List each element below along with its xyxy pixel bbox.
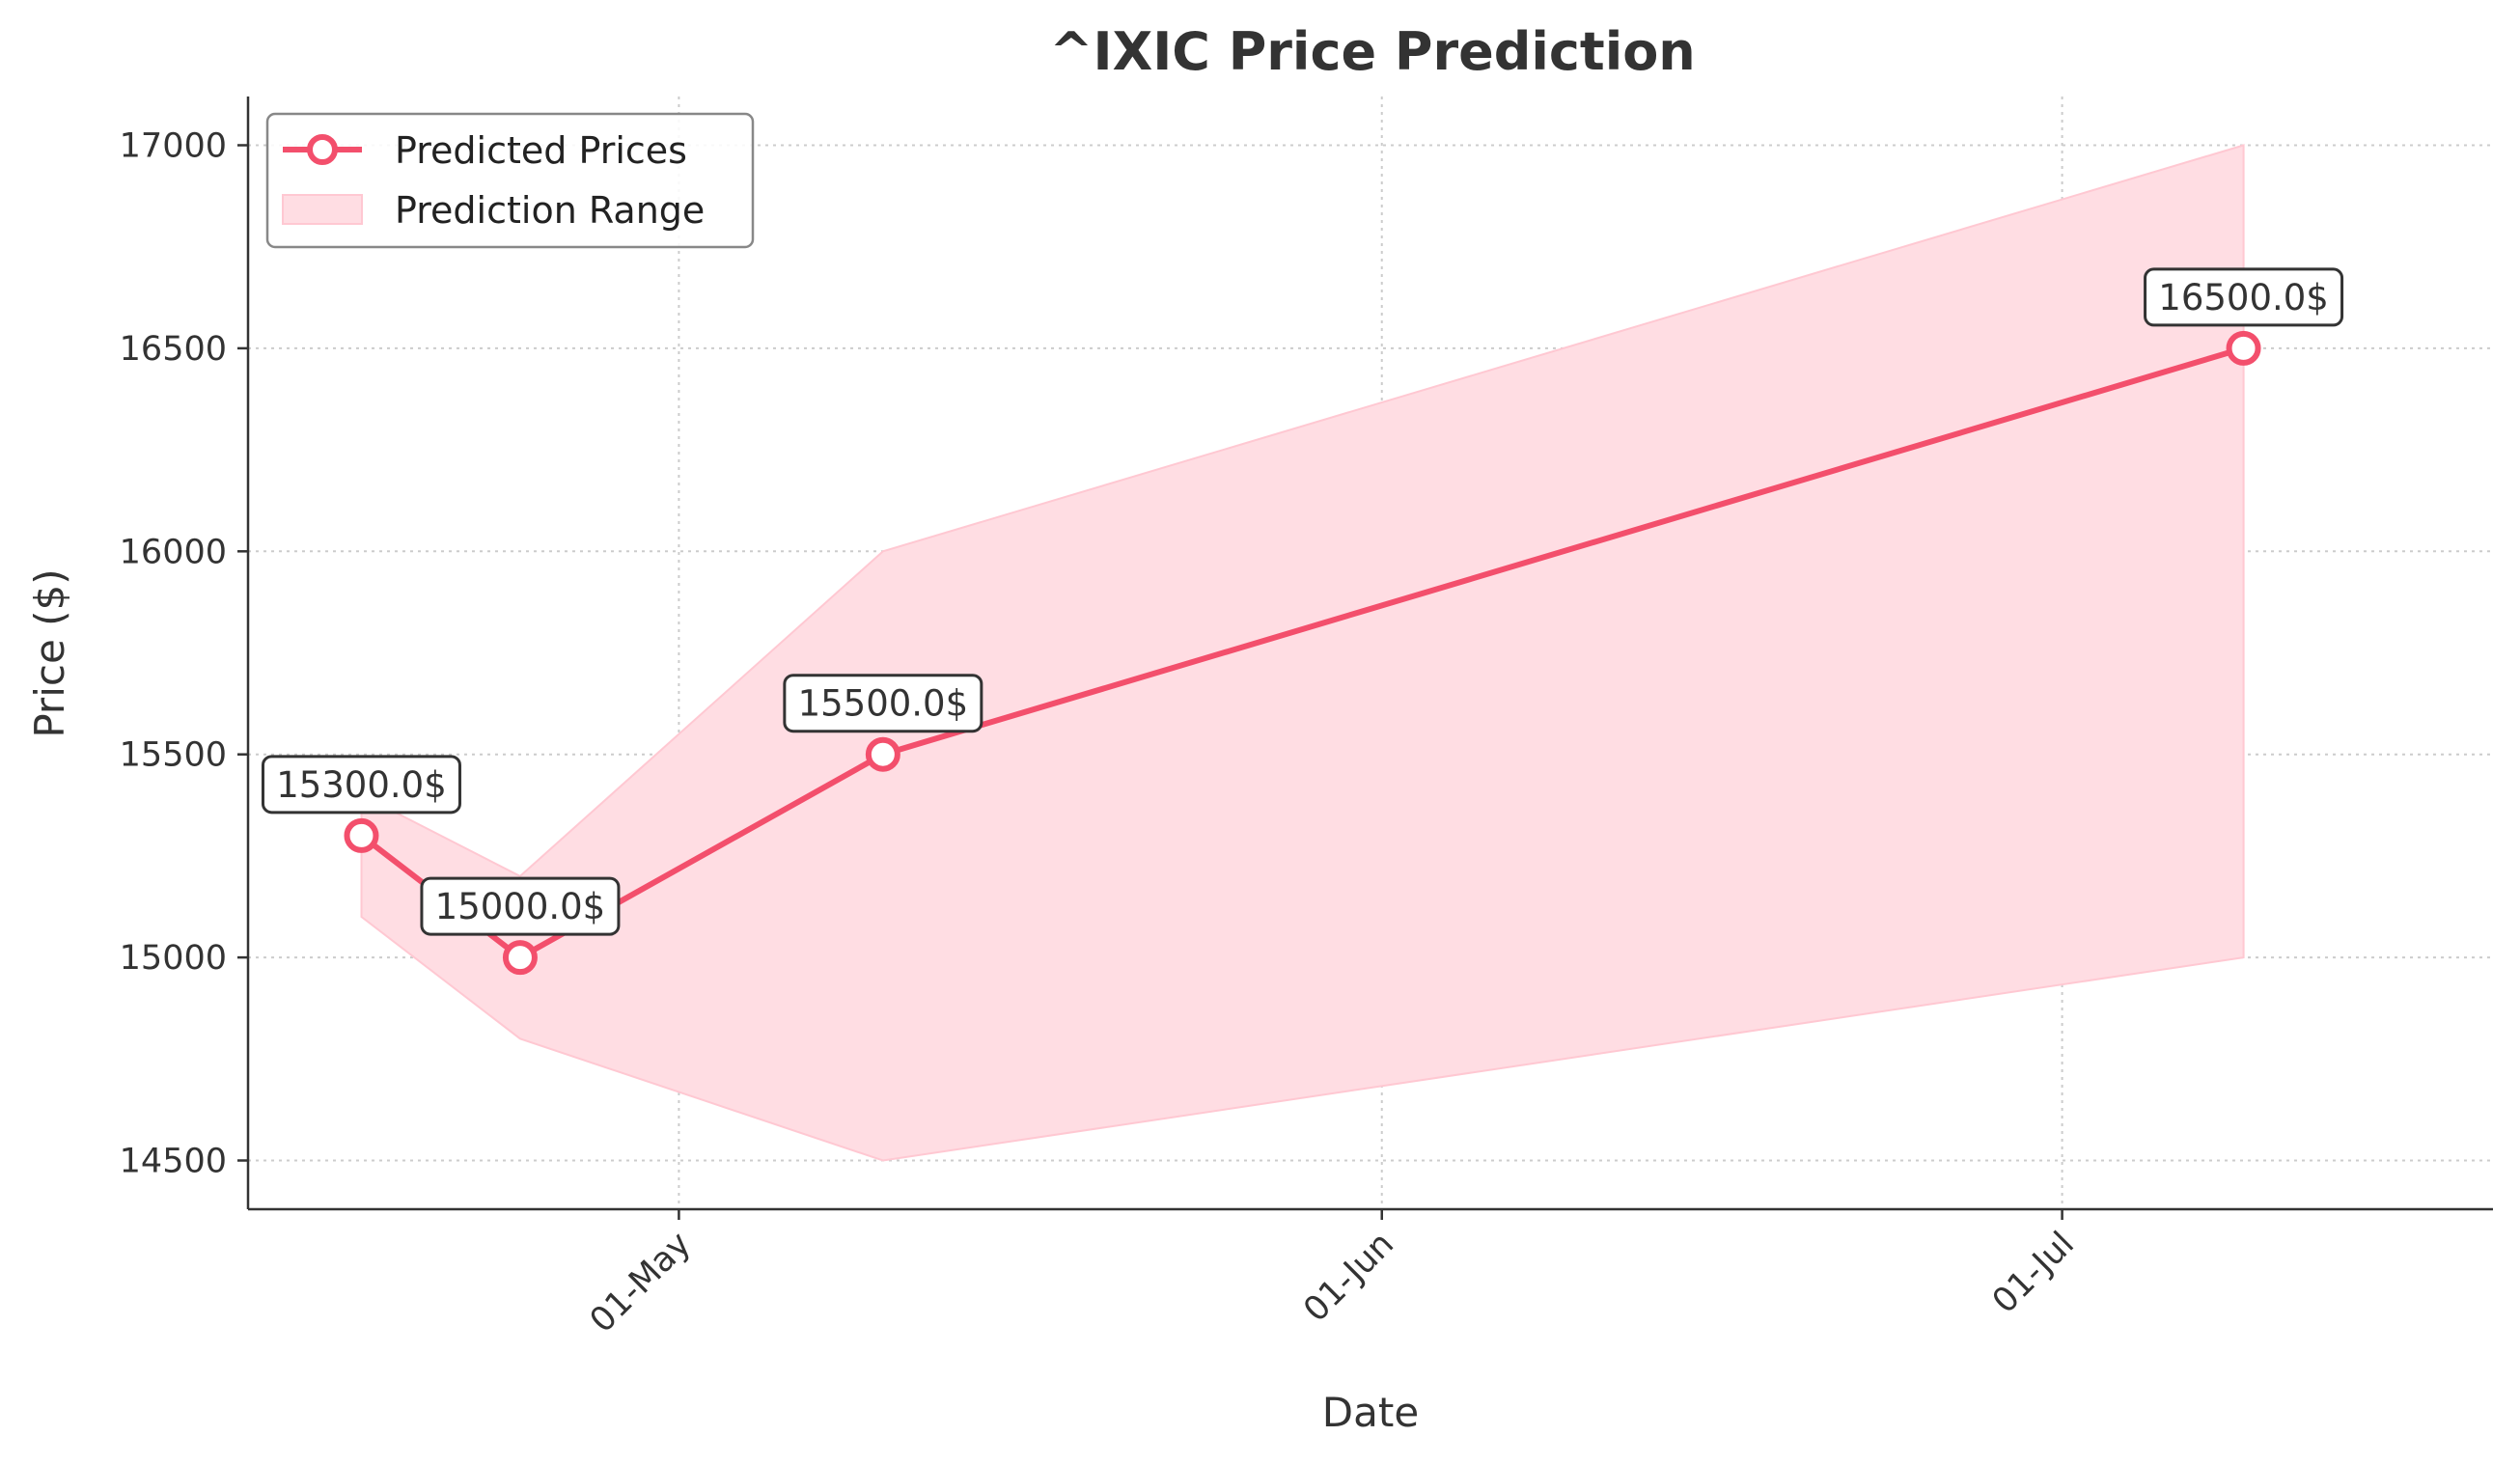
annotation-box <box>261 755 461 815</box>
predicted-price-point <box>344 817 379 853</box>
y-tick-label: 15000 <box>120 939 227 978</box>
legend-marker-swatch <box>307 134 338 165</box>
legend-label-predicted: Predicted Prices <box>395 129 687 172</box>
prediction-range-area <box>360 144 2245 1162</box>
annotation-label: 15300.0$ <box>276 764 447 806</box>
annotation-label: 15500.0$ <box>798 683 969 725</box>
legend-label-range: Prediction Range <box>395 189 705 232</box>
legend-frame <box>265 112 755 249</box>
annotation-label: 15000.0$ <box>435 886 606 927</box>
chart-title: ^IXIC Price Prediction <box>1049 21 1696 82</box>
y-tick-label: 16500 <box>120 330 227 369</box>
prediction-range-band <box>360 144 2245 1162</box>
annotation-box <box>420 876 621 936</box>
y-tick-label: 14500 <box>120 1143 227 1181</box>
y-tick-label: 17000 <box>120 126 227 165</box>
axes <box>246 97 2493 1211</box>
predicted-price-point <box>502 940 538 976</box>
y-tick-label: 15500 <box>120 736 227 775</box>
y-axis-label: Price ($) <box>26 568 73 737</box>
predicted-price-point <box>2226 330 2261 366</box>
x-axis-label: Date <box>1322 1389 1419 1436</box>
annotations: 15300.0$ 15000.0$ 15500.0$ 16500.0$ <box>261 267 2344 936</box>
legend: Predicted Prices Prediction Range <box>265 112 755 249</box>
annotation-box <box>783 674 983 733</box>
legend-range-swatch <box>282 194 363 225</box>
annotation-box <box>2144 267 2344 327</box>
y-tick-label: 16000 <box>120 533 227 571</box>
annotation-label: 16500.0$ <box>2158 277 2329 318</box>
predicted-price-point <box>865 736 900 772</box>
